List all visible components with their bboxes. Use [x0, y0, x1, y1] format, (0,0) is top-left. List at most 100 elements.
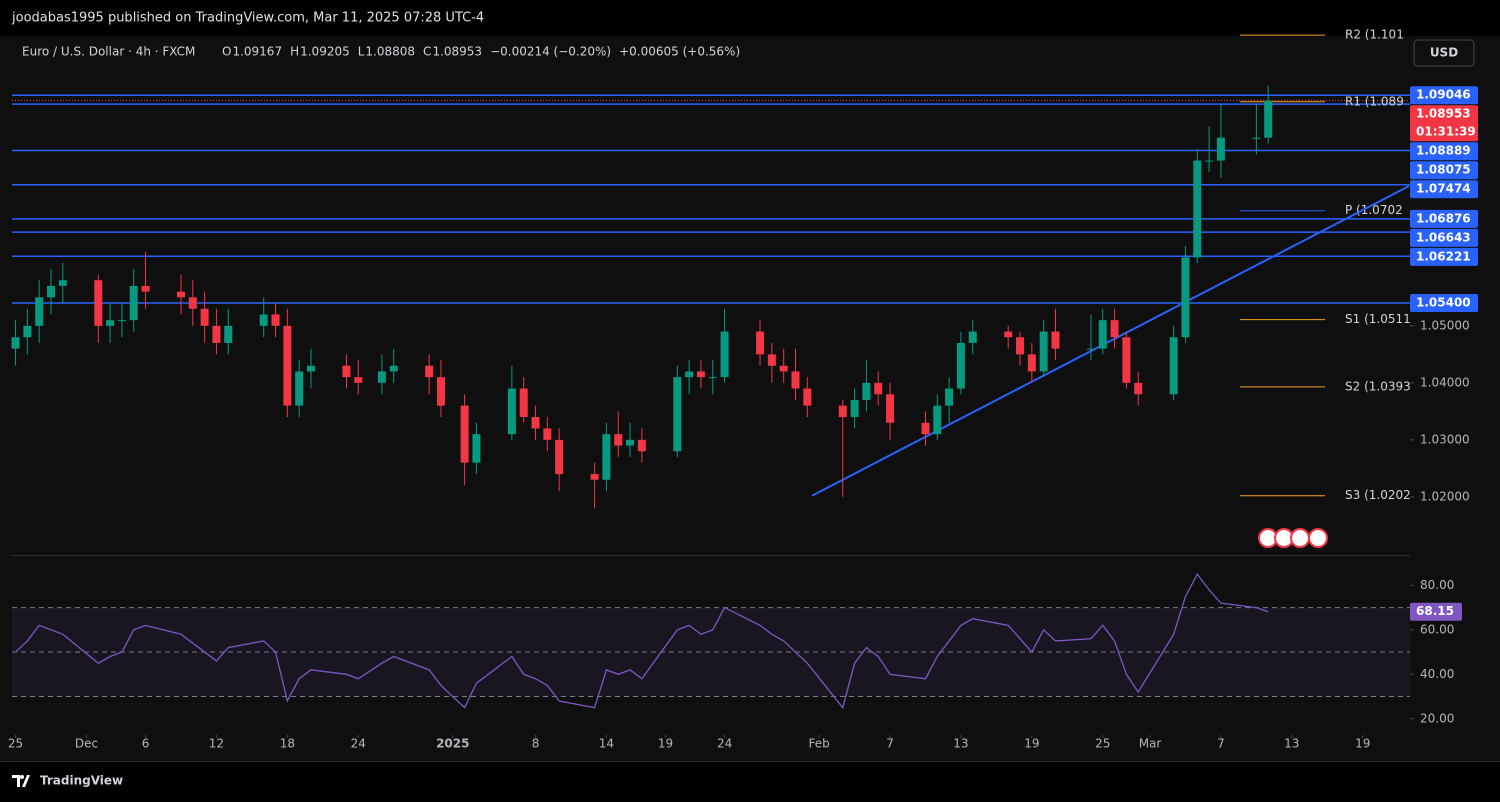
candle-body [23, 325, 32, 338]
price-label: 1.08953 [1416, 107, 1471, 121]
footer-separator [0, 761, 1500, 762]
candle-body [519, 388, 528, 418]
candle-body [838, 405, 847, 418]
candle-body [46, 285, 55, 298]
candle-body [1098, 320, 1107, 349]
candle-body [543, 428, 552, 440]
candle-body [1122, 337, 1131, 383]
pivot-label: P (1.0702 [1345, 203, 1403, 217]
publisher-line: joodabas1995 published on TradingView.co… [11, 11, 484, 26]
pivot-label: R1 (1.089 [1345, 94, 1404, 108]
candle-body [1205, 160, 1214, 162]
price-label-box [1410, 228, 1478, 247]
x-tick-label: 8 [532, 737, 540, 751]
candle-body [945, 388, 954, 406]
price-label-box [1410, 86, 1478, 105]
candle-body [94, 280, 103, 326]
brand: TradingView [40, 774, 123, 788]
candle-body [874, 382, 883, 395]
pivot-label: R2 (1.101 [1345, 28, 1404, 42]
candle-body [555, 439, 564, 475]
legend-value: 1.08808 [365, 45, 415, 59]
candle-body [850, 399, 859, 418]
rsi-last-label: 68.15 [1416, 604, 1454, 618]
legend-value: 1.09205 [300, 45, 350, 59]
price-label: 1.09046 [1416, 88, 1471, 102]
candle-body [720, 331, 729, 378]
x-tick-label: 19 [1024, 737, 1039, 751]
price-label: 1.06876 [1416, 211, 1471, 225]
rsi-tick-label: 80.00 [1420, 578, 1454, 592]
candle-body [1016, 337, 1025, 355]
candle-body [779, 365, 788, 372]
candle-body [354, 377, 363, 383]
currency-label[interactable]: USD [1430, 46, 1458, 60]
candle-body [11, 337, 20, 349]
candle-body [176, 291, 185, 298]
candle-body [295, 371, 304, 406]
x-tick-label: Mar [1139, 737, 1162, 751]
price-label: 1.08889 [1416, 144, 1471, 158]
x-tick-label: Feb [809, 737, 830, 751]
candle-body [1004, 331, 1013, 338]
price-label-box [1410, 180, 1478, 199]
x-tick-label: 18 [280, 737, 295, 751]
y-tick-label: 1.04000 [1420, 375, 1470, 389]
legend-key: H [290, 45, 299, 59]
candle-body [1193, 160, 1202, 258]
rsi-tick-label: 60.00 [1420, 622, 1454, 636]
candle-body [283, 325, 292, 406]
pivot-label: S2 (1.0393 [1345, 379, 1411, 393]
candle-body [212, 325, 221, 343]
x-tick-label: 25 [1095, 737, 1110, 751]
candle-body [472, 434, 481, 463]
candle-body [117, 320, 126, 322]
candle-body [1264, 100, 1273, 138]
price-label: 1.07474 [1416, 182, 1471, 196]
pivot-label: S1 (1.0511 [1345, 312, 1411, 326]
candle-body [673, 377, 682, 452]
x-tick-label: 7 [886, 737, 894, 751]
candle-body [886, 394, 895, 423]
candle-body [141, 285, 150, 292]
price-label-box [1410, 161, 1478, 180]
price-label: 1.05400 [1416, 296, 1471, 310]
y-tick-label: 1.03000 [1420, 432, 1470, 446]
price-label: 1.08075 [1416, 163, 1471, 177]
candle-body [968, 331, 977, 343]
candle-body [1181, 257, 1190, 338]
legend-value: 1.09167 [232, 45, 282, 59]
candle-body [531, 417, 540, 429]
pane-separator [12, 555, 1410, 556]
candle-body [224, 325, 233, 343]
legend-value: 1.08953 [432, 45, 482, 59]
candle-body [1039, 331, 1048, 372]
candle-body [956, 342, 965, 389]
candle-body [696, 371, 705, 378]
rsi-last-box [1410, 602, 1462, 621]
candle-body [626, 439, 635, 446]
candle-body [1216, 137, 1225, 161]
x-tick-label: 19 [658, 737, 673, 751]
candle-body [803, 388, 812, 406]
chart-panel [0, 36, 1500, 762]
candle-body [35, 297, 44, 326]
x-tick-label: 12 [209, 737, 224, 751]
y-tick-label: 1.02000 [1420, 489, 1470, 503]
price-label: 1.06643 [1416, 230, 1471, 244]
candle-body [614, 434, 623, 446]
candle-body [58, 280, 67, 286]
price-label-box [1410, 247, 1478, 266]
candle-body [188, 297, 197, 309]
candle-body [1027, 354, 1036, 372]
candle-body [377, 371, 386, 383]
y-tick-label: 1.05000 [1420, 318, 1470, 332]
candle-body [106, 320, 115, 326]
currency-button[interactable]: USD [1413, 39, 1475, 67]
legend-key: O [222, 45, 231, 59]
candle-body [637, 439, 646, 452]
candle-body [259, 314, 268, 326]
x-tick-label: 24 [351, 737, 366, 751]
x-tick-label: 6 [142, 737, 150, 751]
